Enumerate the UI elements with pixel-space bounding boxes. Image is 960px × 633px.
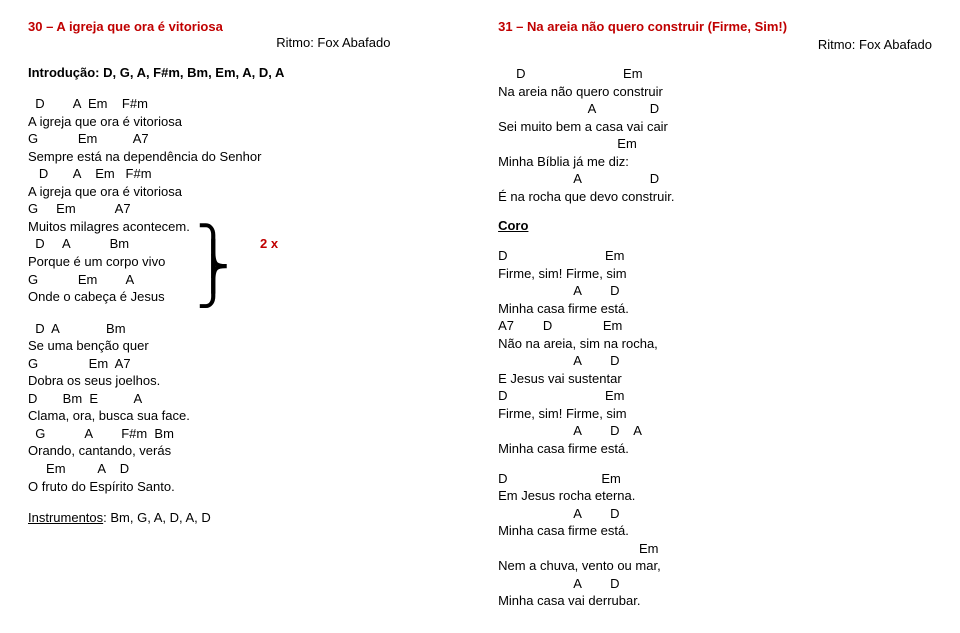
lyric: Minha casa vai derrubar. bbox=[498, 592, 932, 610]
lyric: Nem a chuva, vento ou mar, bbox=[498, 557, 932, 575]
bridge-block: D A Bm Porque é um corpo vivo G Em A 2 x… bbox=[28, 235, 444, 305]
lyric: Muitos milagres acontecem. bbox=[28, 218, 444, 236]
coro-label: Coro bbox=[498, 217, 932, 235]
lyric: Dobra os seus joelhos. bbox=[28, 372, 444, 390]
chords: A D bbox=[498, 505, 932, 523]
spacer bbox=[28, 306, 444, 320]
ritmo-31: Ritmo: Fox Abafado bbox=[498, 36, 932, 54]
chords: G Em A bbox=[28, 271, 134, 289]
lyric: Minha casa firme está. bbox=[498, 522, 932, 540]
chords: D Em bbox=[498, 470, 932, 488]
chords: D Em bbox=[498, 387, 932, 405]
chords: A7 D Em bbox=[498, 317, 932, 335]
left-column: 30 – A igreja que ora é vitoriosa Ritmo:… bbox=[28, 18, 444, 633]
repeat-2x: 2 x bbox=[260, 235, 278, 253]
chords: Em bbox=[498, 540, 932, 558]
right-header: 31 – Na areia não quero construir (Firme… bbox=[498, 18, 932, 53]
chords: Em bbox=[498, 135, 932, 153]
instruments-label: Instrumentos bbox=[28, 510, 103, 525]
lyric: Minha casa firme está. bbox=[498, 300, 932, 318]
lyric: Porque é um corpo vivo bbox=[28, 253, 444, 271]
spacer bbox=[28, 495, 444, 509]
lyric: O fruto do Espírito Santo. bbox=[28, 478, 444, 496]
lyric: Minha Bíblia já me diz: bbox=[498, 153, 932, 171]
song-title-30: 30 – A igreja que ora é vitoriosa bbox=[28, 18, 223, 36]
instruments-line: Instrumentos: Bm, G, A, D, A, D bbox=[28, 509, 444, 527]
chords: G A F#m Bm bbox=[28, 425, 444, 443]
lyric: Na areia não quero construir bbox=[498, 83, 932, 101]
lyric: Clama, ora, busca sua face. bbox=[28, 407, 444, 425]
left-header: 30 – A igreja que ora é vitoriosa Ritmo:… bbox=[28, 18, 444, 52]
spacer bbox=[498, 235, 932, 247]
lyric: Firme, sim! Firme, sim bbox=[498, 265, 932, 283]
spacer bbox=[28, 81, 444, 95]
lyric: Orando, cantando, verás bbox=[28, 442, 444, 460]
chords: A D bbox=[498, 100, 932, 118]
ritmo-30: Ritmo: Fox Abafado bbox=[276, 35, 390, 50]
song-title-31: 31 – Na areia não quero construir (Firme… bbox=[498, 18, 932, 36]
lyric: Não na areia, sim na rocha, bbox=[498, 335, 932, 353]
chords: A D A bbox=[498, 422, 932, 440]
lyric: Se uma benção quer bbox=[28, 337, 444, 355]
chords: G Em A7 bbox=[28, 355, 444, 373]
lyric: A igreja que ora é vitoriosa bbox=[28, 183, 444, 201]
chords: D Bm E A bbox=[28, 390, 444, 408]
lyric: Onde o cabeça é Jesus bbox=[28, 288, 444, 306]
chords: A D bbox=[498, 282, 932, 300]
lyric: Sempre está na dependência do Senhor bbox=[28, 148, 444, 166]
lyric: Firme, sim! Firme, sim bbox=[498, 405, 932, 423]
chords: D A Bm bbox=[28, 235, 444, 253]
lyric: Sei muito bem a casa vai cair bbox=[498, 118, 932, 136]
curly-brace-icon: ⎫⎬⎭ bbox=[196, 243, 231, 289]
intro-line: Introdução: D, G, A, F#m, Bm, Em, A, D, … bbox=[28, 64, 444, 82]
chords: Em A D bbox=[28, 460, 444, 478]
chords: D Em bbox=[498, 247, 932, 265]
page: 30 – A igreja que ora é vitoriosa Ritmo:… bbox=[0, 0, 960, 633]
instruments-value: : Bm, G, A, D, A, D bbox=[103, 510, 211, 525]
lyric: E Jesus vai sustentar bbox=[498, 370, 932, 388]
chords: A D bbox=[498, 170, 932, 188]
chords: G Em A7 bbox=[28, 200, 444, 218]
chords: D Em bbox=[498, 65, 932, 83]
bridge-row: G Em A 2 x bbox=[28, 271, 444, 289]
right-column: 31 – Na areia não quero construir (Firme… bbox=[498, 18, 932, 633]
chords: A D bbox=[498, 352, 932, 370]
lyric: Em Jesus rocha eterna. bbox=[498, 487, 932, 505]
lyric: A igreja que ora é vitoriosa bbox=[28, 113, 444, 131]
spacer bbox=[498, 205, 932, 217]
chords: A D bbox=[498, 575, 932, 593]
chords: D A Em F#m bbox=[28, 95, 444, 113]
chords: G Em A7 bbox=[28, 130, 444, 148]
chords: D A Bm bbox=[28, 320, 444, 338]
ritmo-wrap: Ritmo: Fox Abafado bbox=[223, 18, 444, 52]
chords: D A Em F#m bbox=[28, 165, 444, 183]
lyric: Minha casa firme está. bbox=[498, 440, 932, 458]
spacer bbox=[498, 458, 932, 470]
lyric: É na rocha que devo construir. bbox=[498, 188, 932, 206]
